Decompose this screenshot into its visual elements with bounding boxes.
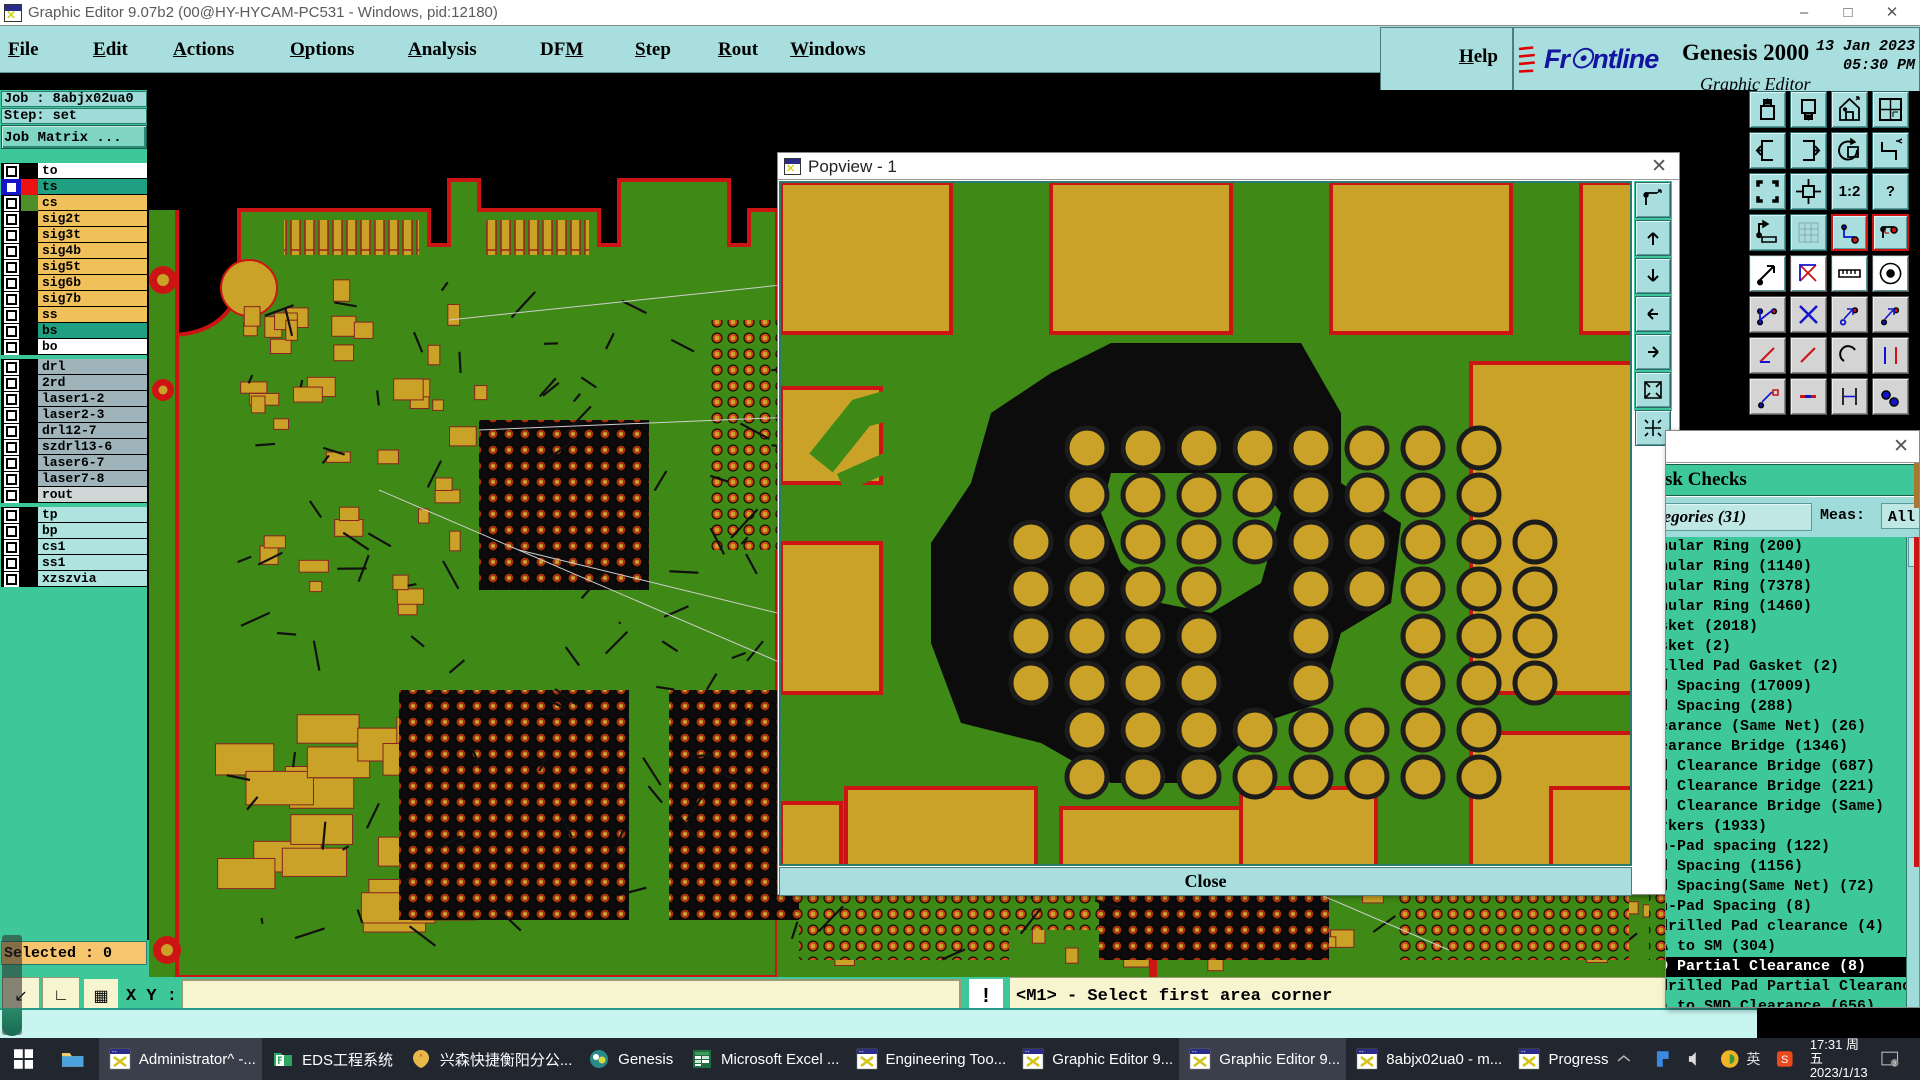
- svg-text:S: S: [1781, 1054, 1788, 1066]
- svg-text:2: 2: [1893, 1061, 1896, 1067]
